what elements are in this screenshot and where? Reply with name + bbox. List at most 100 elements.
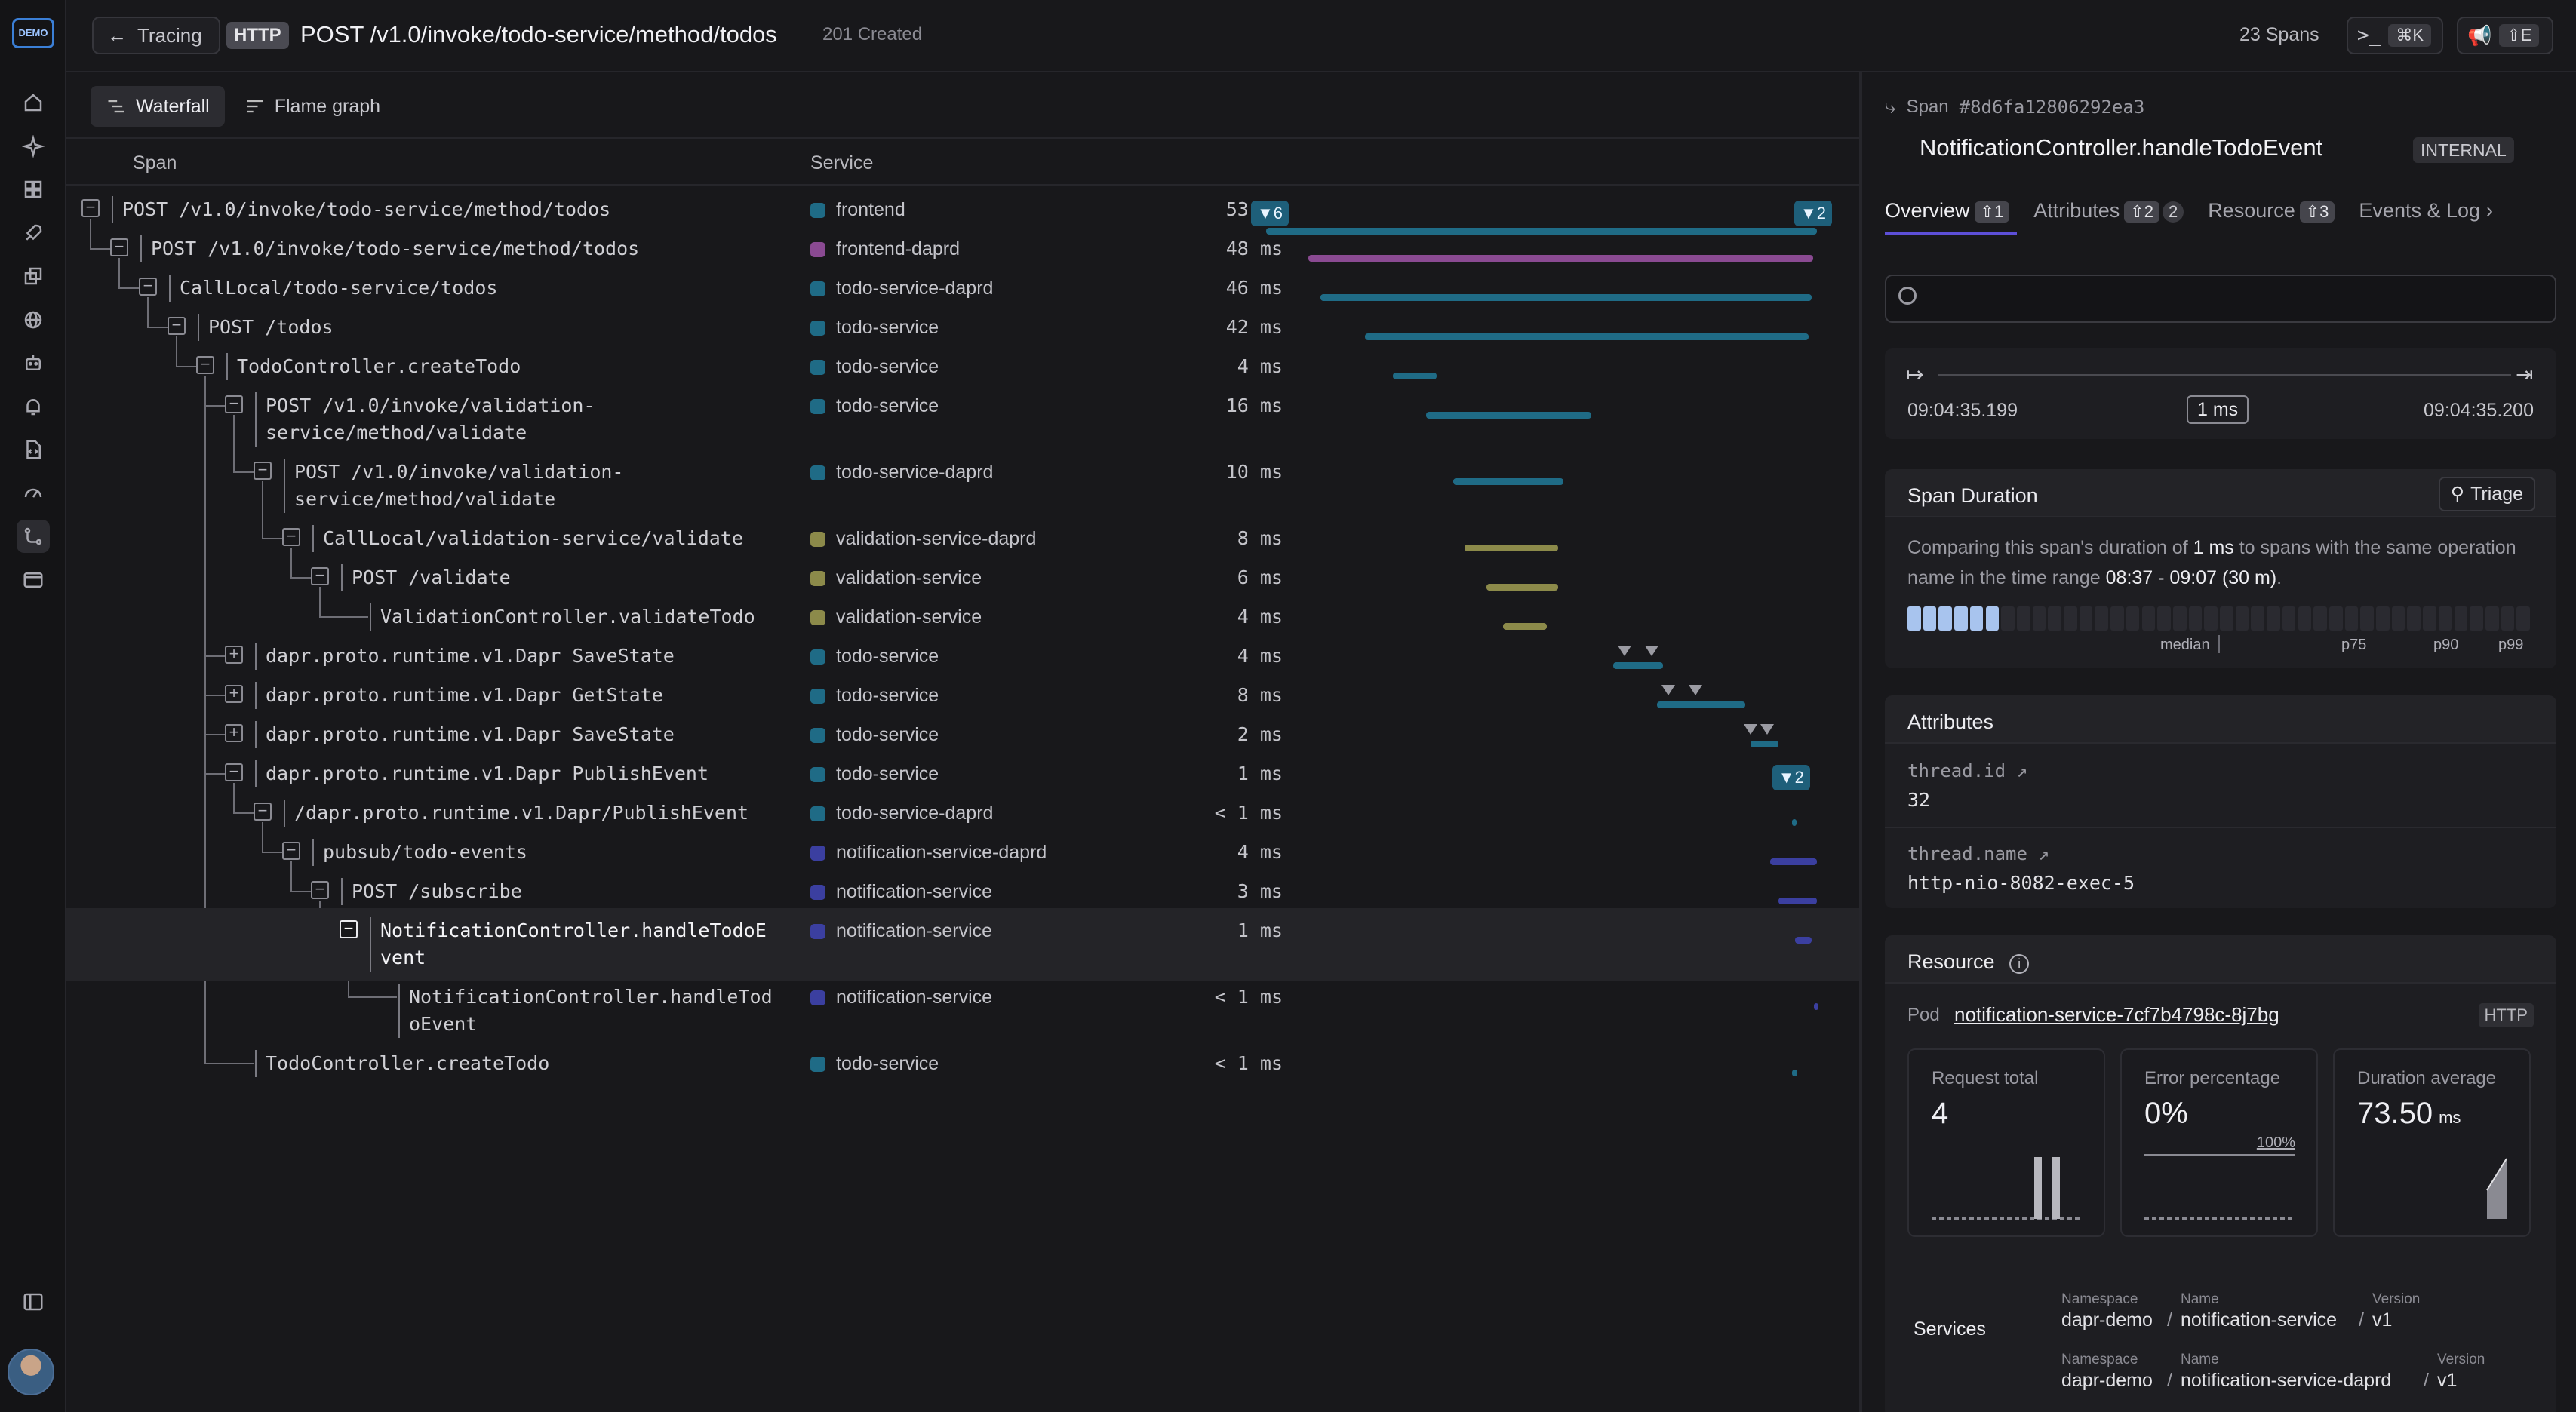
collapse-icon[interactable]: − [139, 278, 157, 296]
puzzle-icon[interactable] [17, 259, 50, 293]
timeline-bar[interactable] [1794, 937, 1812, 944]
collapse-icon[interactable]: − [168, 317, 186, 335]
command-palette-button[interactable]: >_ ⌘K [2347, 17, 2443, 54]
span-row[interactable]: − POST /todos todo-service 42 ms [66, 311, 1859, 350]
collapse-icon[interactable]: − [340, 920, 358, 938]
event-marker-badge[interactable]: ▼6 [1251, 201, 1290, 226]
service-entry[interactable]: Namespace dapr-demo Name notification-servi… [2061, 1352, 2544, 1406]
span-row[interactable]: TodoController.createTodo todo-service < 1… [66, 1047, 1859, 1086]
event-marker-icon[interactable] [1661, 685, 1675, 695]
timeline-bar[interactable] [1502, 623, 1548, 630]
tab-waterfall[interactable]: Waterfall [91, 86, 225, 127]
timeline-bar[interactable] [1425, 412, 1591, 419]
timeline-bar[interactable] [1612, 662, 1663, 669]
collapse-icon[interactable]: − [282, 528, 300, 546]
span-row[interactable]: − CallLocal/todo-service/todos todo-servic… [66, 272, 1859, 311]
span-row[interactable]: − POST /v1.0/invoke/validation- service/m… [66, 456, 1859, 522]
external-link-icon[interactable]: ↗ [2016, 760, 2027, 781]
span-row[interactable]: − POST /validate validation-service 6 ms [66, 561, 1859, 600]
event-marker-badge[interactable]: ▼2 [1772, 765, 1810, 790]
span-row[interactable]: NotificationController.handleTod oEvent n… [66, 981, 1859, 1047]
sparkle-icon[interactable] [17, 130, 50, 163]
robot-icon[interactable] [17, 346, 50, 379]
code-file-icon[interactable] [17, 433, 50, 466]
timeline-bar[interactable] [1453, 478, 1564, 485]
gauge-icon[interactable] [17, 477, 50, 510]
span-row[interactable]: − POST /v1.0/invoke/todo-service/method/t… [66, 193, 1859, 235]
span-row[interactable]: − pubsub/todo-events notification-service-… [66, 836, 1859, 875]
expand-icon[interactable]: + [225, 646, 243, 664]
timeline-bar[interactable] [1751, 741, 1778, 747]
span-row[interactable]: − POST /subscribe notification-service 3 ms [66, 875, 1859, 914]
collapse-icon[interactable]: − [110, 238, 128, 256]
event-marker-icon[interactable] [1760, 724, 1775, 735]
search-box[interactable] [1885, 275, 2556, 323]
collapse-icon[interactable]: − [254, 803, 272, 821]
tab-attributes[interactable]: Attributes ⇧2 2 [2033, 199, 2184, 237]
timeline-bar[interactable] [1392, 373, 1437, 379]
search-input[interactable] [1929, 282, 2547, 315]
route-icon[interactable] [17, 520, 50, 553]
span-row[interactable]: − NotificationController.handleTodoE vent… [66, 908, 1859, 981]
back-to-tracing-button[interactable]: ← Tracing [92, 17, 220, 54]
tab-events-logs[interactable]: Events & Log › [2359, 199, 2493, 237]
dashboard-icon[interactable] [17, 173, 50, 206]
span-row[interactable]: + dapr.proto.runtime.v1.Dapr GetState todo… [66, 679, 1859, 718]
sidebar-collapse-icon[interactable] [17, 1285, 50, 1318]
collapse-icon[interactable]: − [81, 199, 100, 217]
info-icon[interactable]: i [2009, 954, 2030, 974]
span-row[interactable]: + dapr.proto.runtime.v1.Dapr SaveState tod… [66, 718, 1859, 757]
collapse-icon[interactable]: − [311, 881, 329, 899]
timeline-bar[interactable] [1365, 333, 1809, 340]
event-marker-badge[interactable]: ▼2 [1794, 201, 1833, 226]
tab-resource[interactable]: Resource ⇧3 [2208, 199, 2335, 237]
metric-error-percentage[interactable]: Error percentage 0% 100% [2120, 1048, 2318, 1237]
globe-icon[interactable] [17, 303, 50, 336]
timeline-bar[interactable] [1657, 701, 1746, 708]
event-marker-icon[interactable] [1689, 685, 1703, 695]
user-avatar[interactable] [8, 1349, 54, 1395]
timeline-bar[interactable] [1769, 858, 1817, 865]
rocket-icon[interactable] [17, 216, 50, 250]
timeline-bar[interactable] [1814, 1003, 1819, 1010]
timeline-bar[interactable] [1792, 819, 1797, 826]
span-row[interactable]: + dapr.proto.runtime.v1.Dapr SaveState tod… [66, 640, 1859, 679]
event-marker-icon[interactable] [1744, 724, 1758, 735]
timeline-bar[interactable] [1308, 255, 1813, 262]
span-row[interactable]: − CallLocal/validation-service/validate va… [66, 522, 1859, 561]
bell-icon[interactable] [17, 390, 50, 423]
demo-logo[interactable]: DEMO [12, 18, 54, 48]
timeline-bar[interactable] [1266, 228, 1817, 235]
timeline-bar[interactable] [1778, 898, 1817, 904]
collapse-icon[interactable]: − [225, 763, 243, 781]
timeline-bar[interactable] [1320, 294, 1812, 301]
timeline-bar[interactable] [1486, 584, 1558, 591]
pod-link[interactable]: notification-service-7cf7b4798c-8j7bg [1954, 1003, 2279, 1026]
collapse-icon[interactable]: − [196, 356, 214, 374]
span-row[interactable]: − dapr.proto.runtime.v1.Dapr PublishEvent… [66, 757, 1859, 797]
collapse-icon[interactable]: − [282, 842, 300, 860]
expand-icon[interactable]: + [225, 685, 243, 703]
collapse-icon[interactable]: − [225, 395, 243, 413]
span-row[interactable]: − POST /v1.0/invoke/todo-service/method/t… [66, 232, 1859, 272]
metric-request-total[interactable]: Request total 4 [1907, 1048, 2105, 1237]
span-row[interactable]: − POST /v1.0/invoke/validation- service/m… [66, 389, 1859, 456]
share-button[interactable]: 📢 ⇧E [2457, 17, 2553, 54]
browser-icon[interactable] [17, 563, 50, 597]
event-marker-icon[interactable] [1645, 646, 1658, 656]
event-marker-icon[interactable] [1617, 646, 1631, 656]
timeline-bar[interactable] [1464, 545, 1558, 551]
collapse-icon[interactable]: − [254, 462, 272, 480]
service-entry[interactable]: Namespace dapr-demo Name notification-servi… [2061, 1291, 2544, 1346]
span-row[interactable]: − /dapr.proto.runtime.v1.Dapr/PublishEven… [66, 797, 1859, 836]
span-row[interactable]: − TodoController.createTodo todo-service 4 … [66, 350, 1859, 389]
triage-button[interactable]: ⚲ Triage [2438, 477, 2535, 511]
tab-flame-graph[interactable]: Flame graph [229, 86, 395, 127]
tab-overview[interactable]: Overview ⇧1 [1885, 199, 2018, 237]
metric-duration-average[interactable]: Duration average 73.50 ms [2333, 1048, 2531, 1237]
timeline-bar[interactable] [1792, 1070, 1798, 1076]
collapse-icon[interactable]: − [311, 567, 329, 585]
external-link-icon[interactable]: ↗ [2038, 843, 2049, 864]
span-row[interactable]: ValidationController.validateTodo validat… [66, 600, 1859, 640]
expand-icon[interactable]: + [225, 724, 243, 742]
